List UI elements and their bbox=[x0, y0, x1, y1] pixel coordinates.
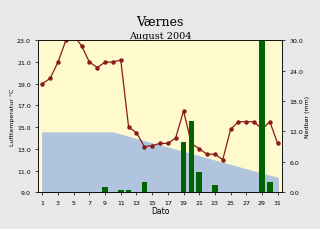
Bar bbox=[196, 172, 202, 192]
Bar bbox=[102, 187, 108, 192]
Bar bbox=[141, 182, 147, 192]
X-axis label: Dato: Dato bbox=[151, 206, 169, 215]
Bar bbox=[118, 190, 124, 192]
Y-axis label: Nedbør (mm): Nedbør (mm) bbox=[305, 96, 309, 138]
Bar bbox=[212, 185, 218, 192]
Bar bbox=[259, 36, 265, 192]
Text: Værnes: Værnes bbox=[136, 16, 184, 29]
Bar bbox=[181, 142, 186, 192]
Y-axis label: Lufttemperatur °C: Lufttemperatur °C bbox=[11, 88, 15, 145]
Text: August 2004: August 2004 bbox=[129, 32, 191, 41]
Bar bbox=[267, 182, 273, 192]
Bar bbox=[188, 122, 194, 192]
Bar bbox=[126, 190, 132, 192]
